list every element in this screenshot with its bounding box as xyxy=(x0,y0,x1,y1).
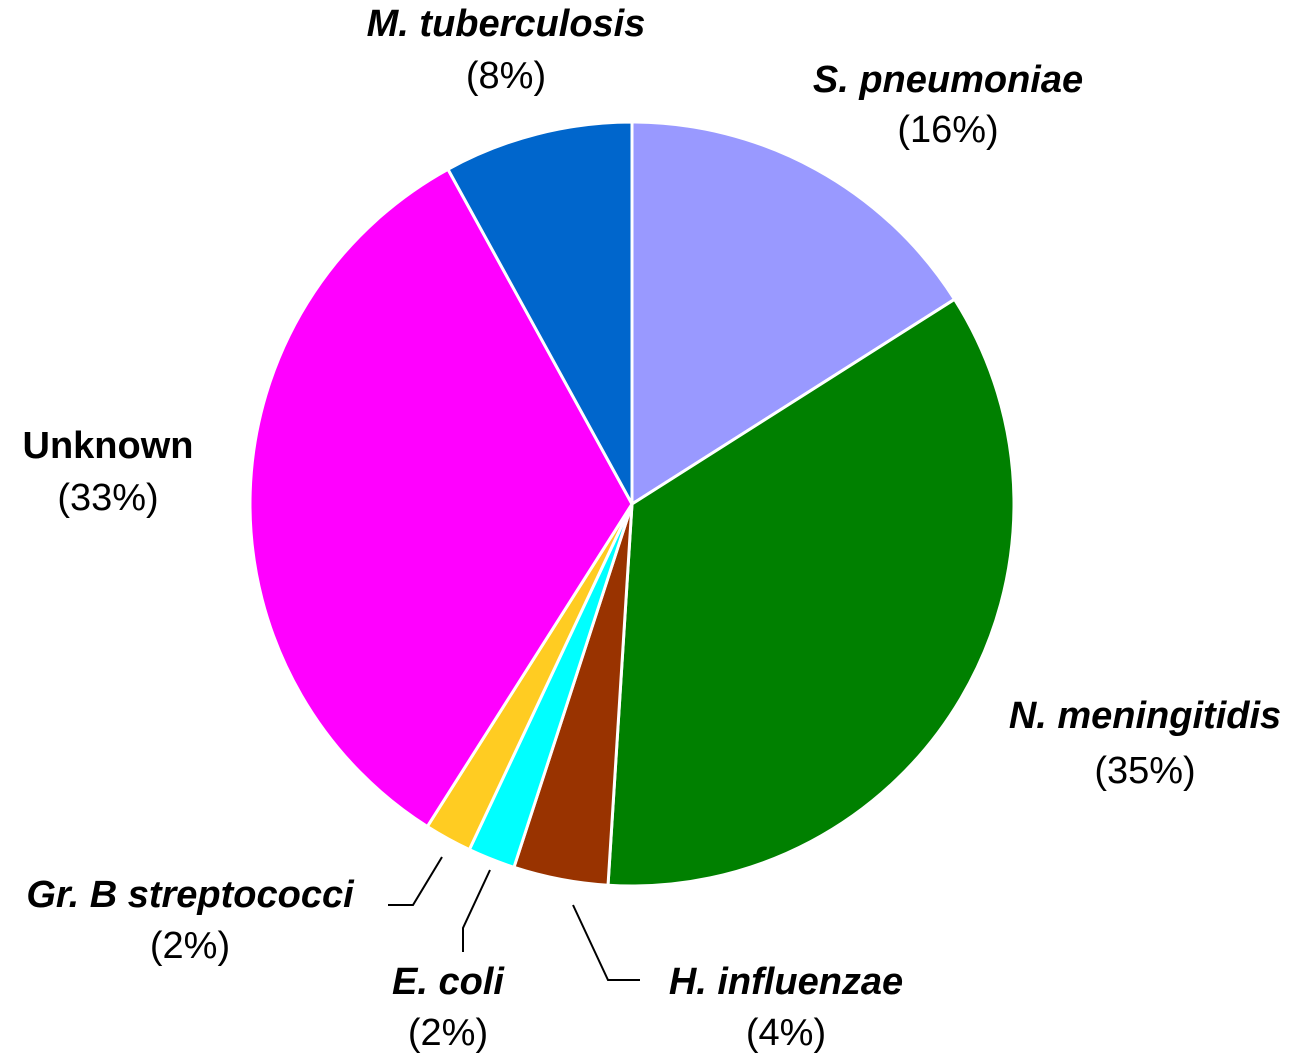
pie-slice-n-meningitidis xyxy=(606,297,1016,888)
slice-label-s-pneumoniae: S. pneumoniae xyxy=(813,59,1083,101)
leader-lines xyxy=(388,856,640,981)
slice-value-label-gr-b-streptococci: (2%) xyxy=(150,925,230,967)
leader-line-h-influenzae xyxy=(572,904,640,981)
pie-slice-s-pneumoniae xyxy=(630,120,957,506)
leader-line-e-coli xyxy=(462,869,491,952)
slice-label-h-influenzae: H. influenzae xyxy=(669,961,903,1003)
slice-label-gr-b-streptococci: Gr. B streptococci xyxy=(26,874,355,916)
slice-label-n-meningitidis: N. meningitidis xyxy=(1009,695,1281,737)
slice-value-label-e-coli: (2%) xyxy=(408,1012,488,1054)
slice-value-label-m-tuberculosis: (8%) xyxy=(466,55,546,97)
slice-value-label-n-meningitidis: (35%) xyxy=(1094,750,1195,792)
slice-value-label-unknown: (33%) xyxy=(57,477,158,519)
leader-line-gr-b-streptococci xyxy=(388,856,443,906)
pie-slice-unknown xyxy=(248,167,634,829)
slice-label-unknown: Unknown xyxy=(23,425,194,467)
pie-slices xyxy=(248,120,1016,888)
pie-slice-m-tuberculosis xyxy=(446,120,634,506)
slice-value-label-s-pneumoniae: (16%) xyxy=(897,109,998,151)
slice-labels: S. pneumoniae (16%) N. meningitidis (35%) H.… xyxy=(23,3,1282,1054)
slice-label-m-tuberculosis: M. tuberculosis xyxy=(367,3,646,45)
slice-value-label-h-influenzae: (4%) xyxy=(746,1012,826,1054)
slice-label-e-coli: E. coli xyxy=(392,961,505,1003)
